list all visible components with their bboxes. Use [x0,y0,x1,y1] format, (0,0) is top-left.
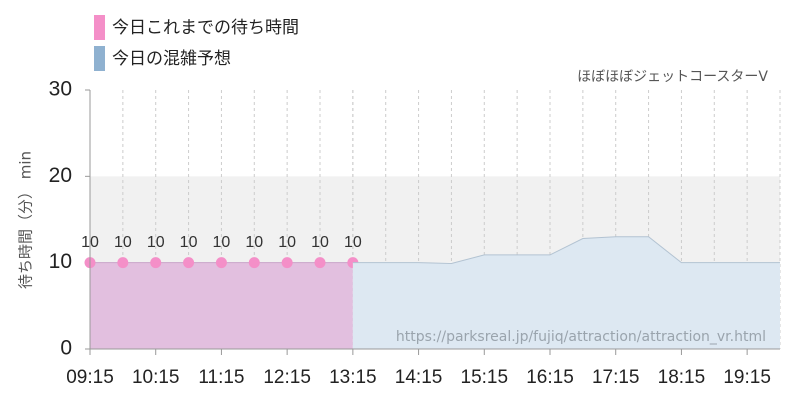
y-tick-label: 20 [49,164,72,187]
data-label: 10 [180,234,198,251]
data-label: 10 [213,234,231,251]
data-label: 10 [344,234,362,251]
legend-swatch [94,46,105,71]
x-tick-label: 15:15 [461,367,509,388]
data-label: 10 [147,234,165,251]
y-tick-label: 0 [60,337,72,360]
x-tick-label: 10:15 [132,367,180,388]
marker [215,257,227,269]
plot-background [90,176,780,263]
data-label: 10 [114,234,132,251]
x-tick-label: 14:15 [395,367,443,388]
x-tick-label: 13:15 [329,367,377,388]
marker [248,257,260,269]
data-label: 10 [245,234,263,251]
legend-label: 今日の混雑予想 [112,49,231,69]
y-tick-label: 30 [49,78,72,101]
marker [281,257,293,269]
x-tick-label: 16:15 [526,367,574,388]
marker [314,257,326,269]
shaded-band [90,176,780,263]
series: 10 10 10 10 10 10 10 10 10 [81,234,780,349]
area [90,262,353,349]
y-axis-label: 待ち時間（分） min [17,151,35,289]
marker [150,257,162,269]
x-tick-label: 19:15 [723,367,771,388]
marker [183,257,195,269]
area [352,236,780,349]
legend-swatch [94,15,105,40]
data-label: 10 [278,234,296,251]
data-label: 10 [311,234,329,251]
marker [117,257,129,269]
line [352,236,780,265]
x-tick-label: 12:15 [263,367,311,388]
x-tick-label: 11:15 [198,367,244,388]
legend-label: 今日これまでの待ち時間 [112,18,299,38]
annotation: ほぼほぼジェットコースターV [577,69,768,85]
x-tick-label: 18:15 [658,367,706,388]
x-tick-label: 17:15 [592,367,640,388]
y-tick-label: 10 [49,250,72,273]
x-tick-label: 09:15 [66,367,114,388]
watermark: https://parksreal.jp/fujiq/attraction/at… [396,329,766,345]
